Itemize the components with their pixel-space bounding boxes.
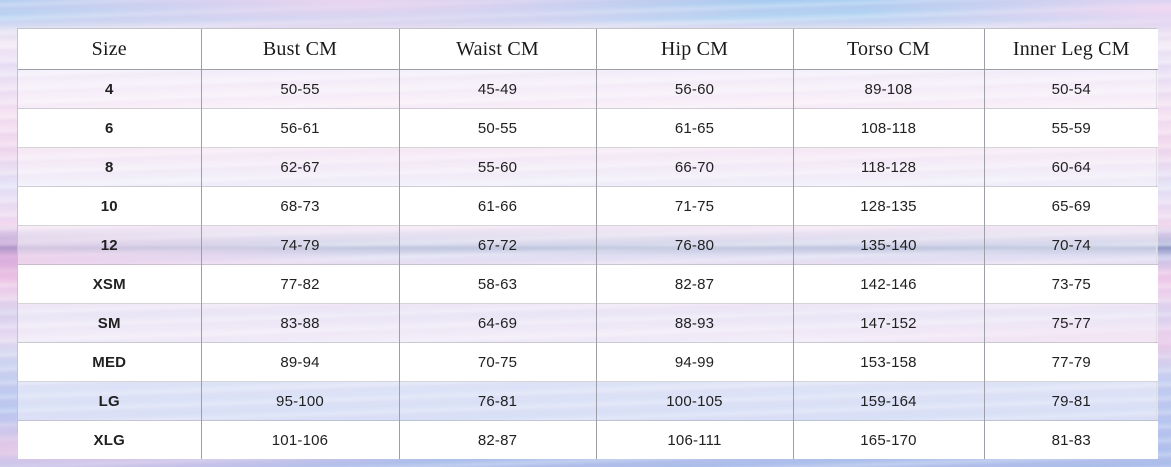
measurement-cell: 147-152 (792, 303, 984, 343)
measurement-cell: 101-106 (200, 420, 399, 459)
header-row: Size Bust CM Waist CM Hip CM Torso CM In… (18, 29, 1158, 70)
measurement-cell: 89-94 (200, 342, 399, 382)
table-row: 4 50-55 45-49 56-60 89-108 50-54 (18, 69, 1158, 109)
measurement-cell: 75-77 (983, 303, 1158, 343)
measurement-cell: 106-111 (595, 420, 793, 459)
measurement-cell: 82-87 (398, 420, 596, 459)
measurement-cell: 100-105 (595, 381, 793, 421)
size-table-body: 4 50-55 45-49 56-60 89-108 50-54 6 56-61 50-55 61… (18, 69, 1158, 459)
measurement-cell: 108-118 (792, 108, 984, 148)
size-cell: 10 (18, 186, 201, 226)
measurement-cell: 66-70 (595, 147, 793, 187)
measurement-cell: 82-87 (595, 264, 793, 304)
measurement-cell: 67-72 (398, 225, 596, 265)
measurement-cell: 50-55 (200, 69, 399, 109)
column-header-waist: Waist CM (398, 29, 596, 70)
measurement-cell: 73-75 (983, 264, 1158, 304)
measurement-cell: 74-79 (200, 225, 399, 265)
size-cell: SM (18, 303, 201, 343)
measurement-cell: 55-59 (983, 108, 1158, 148)
size-cell: 8 (18, 147, 201, 187)
table-row: 8 62-67 55-60 66-70 118-128 60-64 (18, 147, 1158, 187)
measurement-cell: 142-146 (792, 264, 984, 304)
size-cell: XSM (18, 264, 201, 304)
measurement-cell: 61-65 (595, 108, 793, 148)
measurement-cell: 159-164 (792, 381, 984, 421)
column-header-size: Size (18, 29, 201, 70)
measurement-cell: 68-73 (200, 186, 399, 226)
measurement-cell: 56-60 (595, 69, 793, 109)
measurement-cell: 50-55 (398, 108, 596, 148)
measurement-cell: 89-108 (792, 69, 984, 109)
measurement-cell: 61-66 (398, 186, 596, 226)
table-row: 10 68-73 61-66 71-75 128-135 65-69 (18, 186, 1158, 226)
measurement-cell: 70-74 (983, 225, 1158, 265)
measurement-cell: 71-75 (595, 186, 793, 226)
table-row: MED 89-94 70-75 94-99 153-158 77-79 (18, 342, 1158, 382)
measurement-cell: 83-88 (200, 303, 399, 343)
measurement-cell: 94-99 (595, 342, 793, 382)
measurement-cell: 95-100 (200, 381, 399, 421)
measurement-cell: 88-93 (595, 303, 793, 343)
measurement-cell: 50-54 (983, 69, 1158, 109)
measurement-cell: 118-128 (792, 147, 984, 187)
measurement-cell: 153-158 (792, 342, 984, 382)
measurement-cell: 79-81 (983, 381, 1158, 421)
size-cell: MED (18, 342, 201, 382)
measurement-cell: 165-170 (792, 420, 984, 459)
measurement-cell: 58-63 (398, 264, 596, 304)
size-cell: XLG (18, 420, 201, 459)
table-row: SM 83-88 64-69 88-93 147-152 75-77 (18, 303, 1158, 343)
table-row: 12 74-79 67-72 76-80 135-140 70-74 (18, 225, 1158, 265)
column-header-bust: Bust CM (200, 29, 399, 70)
table-row: XLG 101-106 82-87 106-111 165-170 81-83 (18, 420, 1158, 459)
size-chart: Size Bust CM Waist CM Hip CM Torso CM In… (18, 29, 1158, 459)
measurement-cell: 62-67 (200, 147, 399, 187)
measurement-cell: 70-75 (398, 342, 596, 382)
measurement-cell: 56-61 (200, 108, 399, 148)
size-cell: 12 (18, 225, 201, 265)
table-header: Size Bust CM Waist CM Hip CM Torso CM In… (18, 29, 1158, 70)
size-cell: 4 (18, 69, 201, 109)
measurement-cell: 81-83 (983, 420, 1158, 459)
table-row: XSM 77-82 58-63 82-87 142-146 73-75 (18, 264, 1158, 304)
measurement-cell: 64-69 (398, 303, 596, 343)
measurement-cell: 60-64 (983, 147, 1158, 187)
measurement-cell: 45-49 (398, 69, 596, 109)
table-row: 6 56-61 50-55 61-65 108-118 55-59 (18, 108, 1158, 148)
table-row: LG 95-100 76-81 100-105 159-164 79-81 (18, 381, 1158, 421)
size-cell: LG (18, 381, 201, 421)
measurement-cell: 76-81 (398, 381, 596, 421)
measurement-cell: 128-135 (792, 186, 984, 226)
measurement-cell: 77-79 (983, 342, 1158, 382)
measurement-cell: 76-80 (595, 225, 793, 265)
size-cell: 6 (18, 108, 201, 148)
column-header-hip: Hip CM (595, 29, 793, 70)
column-header-inner-leg: Inner Leg CM (983, 29, 1158, 70)
measurement-cell: 135-140 (792, 225, 984, 265)
measurement-cell: 65-69 (983, 186, 1158, 226)
column-header-torso: Torso CM (792, 29, 984, 70)
size-chart-table: Size Bust CM Waist CM Hip CM Torso CM In… (17, 28, 1158, 459)
measurement-cell: 77-82 (200, 264, 399, 304)
measurement-cell: 55-60 (398, 147, 596, 187)
